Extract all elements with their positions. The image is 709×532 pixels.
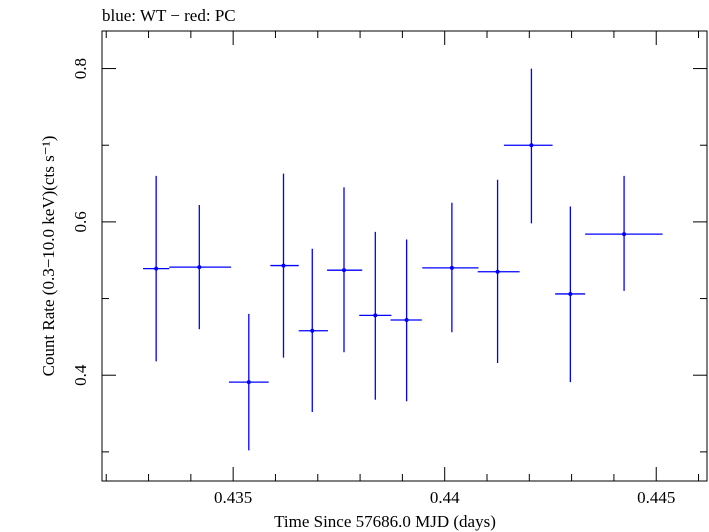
- x-tick-label: 0.435: [214, 488, 252, 507]
- point-marker: [529, 143, 534, 148]
- point-marker: [342, 268, 346, 273]
- point-marker: [197, 265, 202, 270]
- data-point: [298, 248, 328, 413]
- x-axis-ticks: 0.435 0.44 0.445: [105, 31, 700, 507]
- data-point: [477, 179, 520, 363]
- point-marker: [622, 232, 627, 237]
- y-tick-label: 0.6: [71, 211, 90, 232]
- data-point: [228, 313, 269, 451]
- point-marker: [449, 265, 454, 270]
- data-point: [585, 175, 663, 291]
- point-marker: [373, 313, 378, 318]
- y-tick-label: 0.4: [71, 364, 90, 386]
- data-point: [143, 175, 170, 362]
- y-axis-ticks: 0.4 0.6 0.8: [71, 58, 707, 453]
- point-marker: [495, 269, 500, 274]
- data-point: [390, 239, 422, 402]
- data-point: [359, 231, 392, 400]
- data-points: [143, 68, 663, 451]
- data-point: [169, 205, 232, 330]
- x-tick-label: 0.44: [430, 488, 460, 507]
- data-point: [270, 173, 299, 358]
- x-tick-label: 0.445: [637, 488, 675, 507]
- data-point: [327, 187, 363, 353]
- y-tick-label: 0.8: [71, 58, 90, 79]
- point-marker: [310, 328, 315, 333]
- point-marker: [404, 318, 409, 323]
- x-axis-label: Time Since 57686.0 MJD (days): [274, 512, 496, 531]
- point-marker: [246, 380, 251, 385]
- chart-title: blue: WT − red: PC: [102, 6, 236, 25]
- plot-frame: [101, 30, 708, 482]
- point-marker: [154, 266, 159, 271]
- y-axis-label: Count Rate (0.3−10.0 keV)(cts s⁻¹): [39, 136, 58, 377]
- data-point: [422, 202, 479, 333]
- point-marker: [281, 263, 286, 268]
- data-point: [555, 206, 586, 383]
- point-marker: [568, 291, 573, 296]
- data-point: [503, 68, 553, 224]
